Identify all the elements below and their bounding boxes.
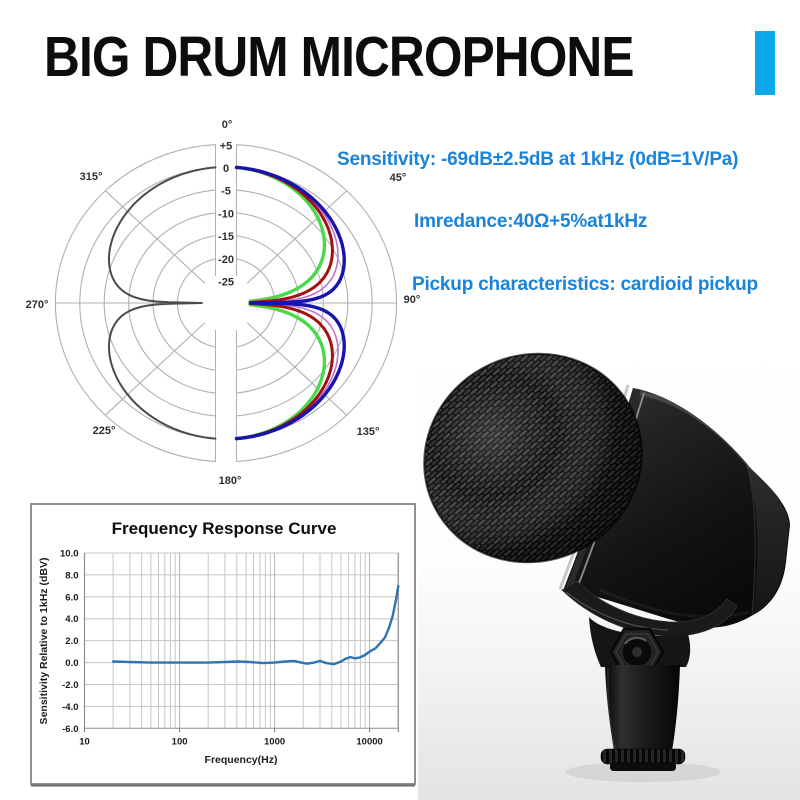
polar-curve-left-lobe-gray xyxy=(108,166,217,440)
freq-chart-title: Frequency Response Curve xyxy=(112,519,337,538)
polar-angle-label: 270° xyxy=(26,299,49,311)
mic-grille xyxy=(423,352,643,564)
freq-y-tick-label: -2.0 xyxy=(62,680,78,691)
clamp-stem-highlight xyxy=(606,667,616,750)
freq-y-tick-label: 8.0 xyxy=(65,570,78,581)
freq-chart-frame xyxy=(30,503,416,785)
clamp-knob-center xyxy=(632,647,642,657)
polar-db-tick: -20 xyxy=(218,254,234,266)
polar-angle-label: 135° xyxy=(357,426,380,438)
freq-ylabel: Sensitivity Relative to 1kHz (dBV) xyxy=(38,558,50,725)
accent-bar xyxy=(755,31,775,95)
polar-ray xyxy=(242,318,347,416)
polar-db-tick: +5 xyxy=(220,140,233,152)
mic-rear-cap xyxy=(747,465,789,615)
freq-xlabel: Frequency(Hz) xyxy=(205,754,278,766)
polar-db-tick: -10 xyxy=(218,208,234,220)
mic-top-highlight xyxy=(639,391,752,469)
clamp-knurled-ring xyxy=(600,748,686,765)
clamp-lip-highlight xyxy=(565,591,669,631)
freq-y-tick-label: 0.0 xyxy=(65,658,78,669)
page-title: BIG DRUM MICROPHONE xyxy=(44,25,634,89)
freq-y-tick-label: -4.0 xyxy=(62,702,78,713)
mic-shadow xyxy=(565,762,721,782)
polar-ray xyxy=(242,190,347,288)
freq-y-tick-label: 6.0 xyxy=(65,592,78,603)
microphone-photo xyxy=(418,330,800,800)
polar-angle-label: 0° xyxy=(222,119,233,131)
polar-curve-blue xyxy=(234,165,346,441)
freq-x-tick-label: 100 xyxy=(172,736,188,747)
spec-impedance: Imredance:40Ω+5%at1kHz xyxy=(414,211,648,232)
freq-x-tick-label: 10 xyxy=(79,736,90,747)
polar-db-tick: -5 xyxy=(221,186,231,198)
mic-rear-edge-line xyxy=(746,464,756,616)
polar-angle-label: 315° xyxy=(80,171,103,183)
freq-y-tick-label: -6.0 xyxy=(62,724,78,735)
spec-pickup: Pickup characteristics: cardioid pickup xyxy=(412,274,758,295)
polar-db-tick: -25 xyxy=(218,277,234,289)
freq-y-tick-label: 4.0 xyxy=(65,614,78,625)
mic-bottom-reflection xyxy=(599,588,751,619)
polar-angle-label: 225° xyxy=(93,425,116,437)
freq-y-tick-label: 10.0 xyxy=(60,549,79,560)
clamp-stem-base xyxy=(610,762,676,771)
frequency-response-chart: Frequency Response Curve 10.0 8.0 6.0 4.0 2.0… xyxy=(30,503,416,787)
polar-db-tick: 0 xyxy=(223,163,229,175)
clamp-stem xyxy=(605,665,680,751)
polar-center-hole xyxy=(196,275,256,331)
freq-response-curve xyxy=(111,584,400,666)
polar-angle-label: 45° xyxy=(390,172,407,184)
clamp-knob-highlight xyxy=(624,637,647,645)
polar-pattern-chart: +5 0 -5 -10 -15 -20 -25 0° 45° 90° 135° 180° 225° 270… xyxy=(26,119,421,487)
freq-y-tick-label: 2.0 xyxy=(65,636,78,647)
freq-x-tick-label: 10000 xyxy=(356,736,382,747)
polar-ray xyxy=(105,318,210,416)
polar-angle-label: 180° xyxy=(219,475,242,487)
polar-db-tick: -15 xyxy=(218,231,234,243)
polar-ray xyxy=(105,190,210,288)
freq-x-tick-label: 1000 xyxy=(264,736,285,747)
spec-sensitivity: Sensitivity: -69dB±2.5dB at 1kHz (0dB=1V… xyxy=(337,149,739,170)
polar-angle-label: 90° xyxy=(404,294,421,306)
